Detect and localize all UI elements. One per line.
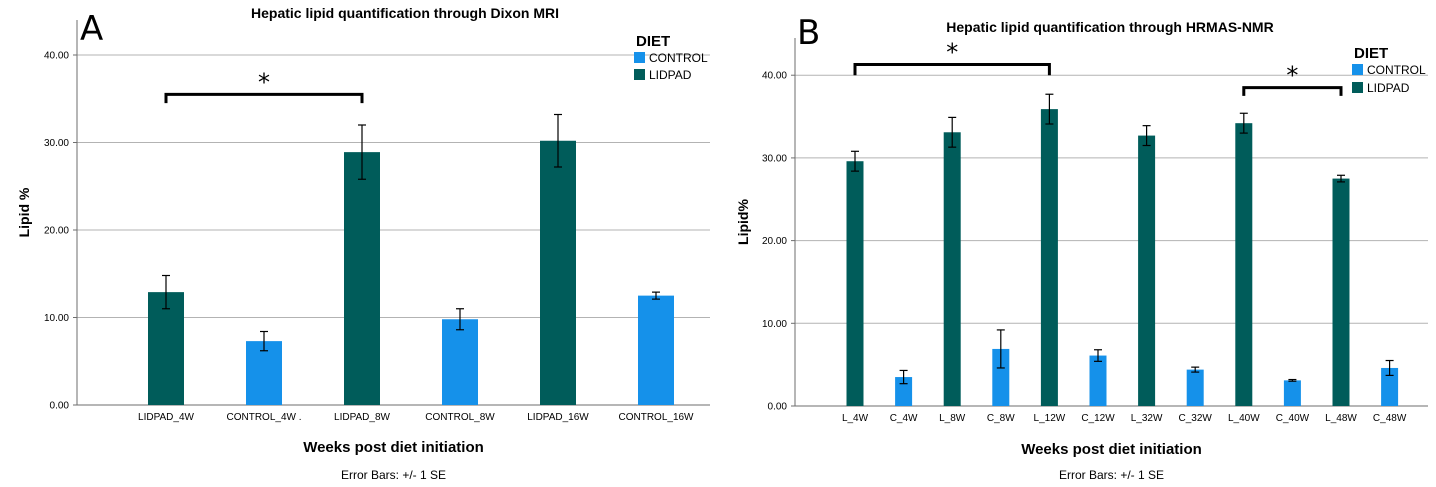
legend-swatch-control (634, 52, 645, 63)
x-tick-label: L_32W (1131, 413, 1163, 424)
y-tick-label: 20.00 (762, 236, 787, 247)
x-tick-label: L_8W (939, 413, 966, 424)
bar-control (442, 319, 478, 405)
y-tick-label: 30.00 (762, 153, 787, 164)
chart-title: Hepatic lipid quantification through Dix… (251, 5, 559, 21)
x-tick-label: C_4W (890, 413, 918, 424)
x-tick-label: C_12W (1081, 413, 1115, 424)
x-tick-label: L_4W (842, 413, 869, 424)
bar-lidpad (1138, 135, 1156, 406)
x-tick-label: L_12W (1034, 413, 1066, 424)
y-tick-label: 10.00 (762, 319, 787, 330)
legend-swatch-lidpad (634, 69, 645, 80)
x-tick-label: LIDPAD_4W (138, 412, 195, 423)
bar-control (992, 348, 1010, 406)
bar-lidpad (148, 292, 184, 405)
x-tick-label: CONTROL_16W (618, 412, 694, 423)
y-tick-label: 0.00 (50, 401, 70, 412)
legend-label: CONTROL (649, 51, 708, 65)
bar-lidpad (540, 140, 576, 405)
bar-lidpad (846, 161, 864, 406)
bar-control (1089, 355, 1107, 406)
chart-title: Hepatic lipid quantification through HRM… (946, 19, 1273, 35)
bar-control (1186, 369, 1204, 406)
x-tick-label: C_8W (987, 413, 1015, 424)
x-tick-label: LIDPAD_16W (527, 412, 589, 423)
x-tick-label: CONTROL_4W . (226, 412, 301, 423)
bar-control (1283, 380, 1301, 406)
x-axis-label: Weeks post diet initiation (303, 439, 484, 456)
legend-label: LIDPAD (649, 68, 692, 82)
panel-letter: B (797, 13, 820, 53)
legend-label: CONTROL (1367, 63, 1426, 77)
y-tick-label: 20.00 (44, 226, 69, 237)
legend-swatch-control (1352, 64, 1363, 75)
bar-control (246, 341, 282, 405)
legend-swatch-lidpad (1352, 82, 1363, 93)
significance-bracket (1242, 86, 1343, 96)
x-tick-label: CONTROL_8W (425, 412, 495, 423)
bar-lidpad (1332, 178, 1350, 406)
significance-star: * (1286, 62, 1298, 90)
x-tick-label: C_32W (1179, 413, 1213, 424)
significance-bracket (853, 62, 1051, 76)
x-tick-label: LIDPAD_8W (334, 412, 391, 423)
bar-lidpad (1235, 123, 1253, 407)
bar-lidpad (344, 152, 380, 405)
bar-control (1381, 367, 1399, 406)
x-tick-label: L_40W (1228, 413, 1260, 424)
panel-letter: A (80, 9, 103, 49)
y-tick-label: 10.00 (44, 313, 69, 324)
bar-lidpad (1040, 109, 1058, 406)
y-tick-label: 40.00 (762, 71, 787, 82)
error-bar-note: Error Bars: +/- 1 SE (1059, 468, 1164, 482)
bar-control (895, 377, 913, 406)
x-axis-label: Weeks post diet initiation (1021, 441, 1202, 458)
significance-bracket (164, 92, 364, 104)
y-axis-label: Lipid% (735, 199, 751, 245)
legend-title: DIET (1354, 45, 1388, 62)
x-tick-label: L_48W (1325, 413, 1357, 424)
bar-control (638, 295, 674, 405)
x-tick-label: C_40W (1276, 413, 1310, 424)
bar-lidpad (943, 132, 961, 406)
significance-star: * (946, 38, 958, 66)
x-tick-label: C_48W (1373, 413, 1407, 424)
y-tick-label: 40.00 (44, 51, 69, 62)
y-axis-label: Lipid % (16, 187, 32, 237)
legend-label: LIDPAD (1367, 81, 1410, 95)
y-tick-label: 30.00 (44, 138, 69, 149)
y-tick-label: 0.00 (768, 402, 788, 413)
legend-title: DIET (636, 33, 670, 50)
error-bar-note: Error Bars: +/- 1 SE (341, 468, 446, 482)
significance-star: * (258, 68, 270, 96)
